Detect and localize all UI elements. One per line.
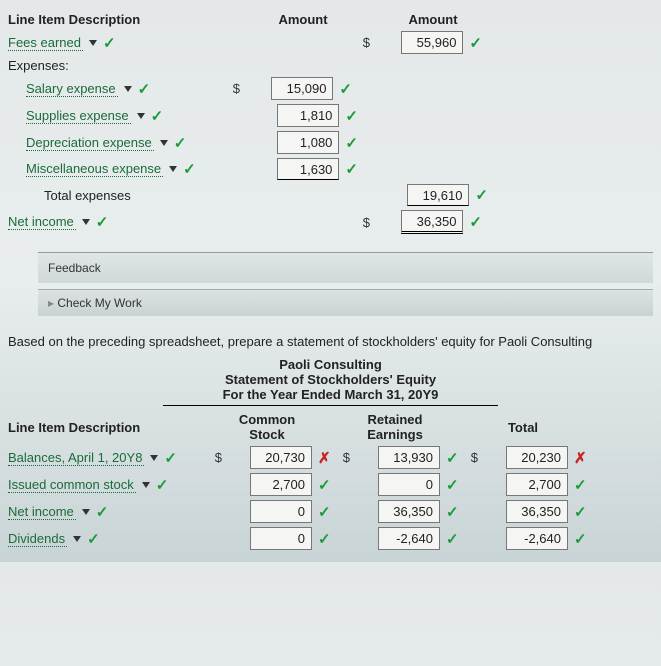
balances-common-input[interactable]: 20,730 xyxy=(250,446,312,469)
div-total-input[interactable]: -2,640 xyxy=(506,527,568,550)
net-income-select[interactable]: Net income xyxy=(8,214,76,230)
check-icon: ✓ xyxy=(96,213,109,231)
misc-select[interactable]: Miscellaneous expense xyxy=(26,161,163,177)
div-common-input[interactable]: 0 xyxy=(250,527,312,550)
total-expenses-row: Total expenses 19,610 ✓ xyxy=(8,184,653,206)
check-icon: ✓ xyxy=(156,476,169,494)
depreciation-input[interactable]: 1,080 xyxy=(277,131,339,154)
check-icon: ✓ xyxy=(138,80,151,98)
cross-icon: ✗ xyxy=(318,450,331,467)
chevron-down-icon[interactable] xyxy=(142,482,150,488)
salary-input[interactable]: 15,090 xyxy=(271,77,333,100)
check-icon: ✓ xyxy=(339,80,352,98)
check-icon: ✓ xyxy=(469,213,482,231)
eq-header-common: Common Stock xyxy=(222,412,312,442)
equity-header-row: Line Item Description Common Stock Retai… xyxy=(8,412,653,442)
header-amount2: Amount xyxy=(378,12,488,27)
expenses-label-row: Expenses: xyxy=(8,58,653,73)
check-icon: ✓ xyxy=(574,504,587,521)
check-icon: ✓ xyxy=(183,160,196,178)
check-icon: ✓ xyxy=(574,477,587,494)
balances-select[interactable]: Balances, April 1, 20Y8 xyxy=(8,450,144,466)
title-statement: Statement of Stockholders' Equity xyxy=(8,372,653,387)
chevron-down-icon[interactable] xyxy=(82,509,90,515)
check-icon: ✓ xyxy=(318,531,331,548)
title-period: For the Year Ended March 31, 20Y9 xyxy=(163,387,499,406)
check-icon: ✓ xyxy=(446,531,459,548)
title-company: Paoli Consulting xyxy=(8,357,653,372)
depreciation-row: Depreciation expense ✓ 1,080 ✓ xyxy=(8,131,653,154)
total-expenses-label: Total expenses xyxy=(8,188,228,203)
supplies-row: Supplies expense ✓ 1,810 ✓ xyxy=(8,104,653,127)
issued-common-input[interactable]: 2,700 xyxy=(250,473,312,496)
check-icon: ✓ xyxy=(345,107,358,125)
top-header-row: Line Item Description Amount Amount xyxy=(8,12,653,27)
check-icon: ✓ xyxy=(345,134,358,152)
check-icon: ✓ xyxy=(446,450,459,467)
balances-total-input[interactable]: 20,230 xyxy=(506,446,568,469)
check-my-work-label: Check My Work xyxy=(57,296,141,310)
check-my-work-button[interactable]: ▸ Check My Work xyxy=(38,289,653,316)
instruction-text: Based on the preceding spreadsheet, prep… xyxy=(8,334,653,349)
chevron-down-icon[interactable] xyxy=(89,40,97,46)
cross-icon: ✗ xyxy=(574,450,587,467)
fees-earned-select[interactable]: Fees earned xyxy=(8,35,83,51)
balances-row: Balances, April 1, 20Y8 ✓ $ 20,730 ✗ $ 1… xyxy=(8,446,653,469)
fees-earned-input[interactable]: 55,960 xyxy=(401,31,463,54)
issued-select[interactable]: Issued common stock xyxy=(8,477,136,493)
misc-row: Miscellaneous expense ✓ 1,630 ✓ xyxy=(8,158,653,180)
ni-common-input[interactable]: 0 xyxy=(250,500,312,523)
ni-row: Net income ✓ 0 ✓ 36,350 ✓ 36,350 ✓ xyxy=(8,500,653,523)
check-icon: ✓ xyxy=(574,531,587,548)
statement-title: Paoli Consulting Statement of Stockholde… xyxy=(8,357,653,406)
misc-input[interactable]: 1,630 xyxy=(277,158,339,180)
chevron-down-icon[interactable] xyxy=(160,140,168,146)
total-expenses-input[interactable]: 19,610 xyxy=(407,184,469,206)
check-icon: ✓ xyxy=(469,34,482,52)
chevron-down-icon[interactable] xyxy=(150,455,158,461)
balances-retained-input[interactable]: 13,930 xyxy=(378,446,440,469)
check-icon: ✓ xyxy=(318,504,331,521)
ni-total-input[interactable]: 36,350 xyxy=(506,500,568,523)
depreciation-select[interactable]: Depreciation expense xyxy=(26,135,154,151)
eq-header-total: Total xyxy=(478,420,568,435)
check-icon: ✓ xyxy=(164,449,177,467)
check-icon: ✓ xyxy=(446,504,459,521)
net-income-input[interactable]: 36,350 xyxy=(401,210,463,234)
check-icon: ✓ xyxy=(151,107,164,125)
chevron-down-icon[interactable] xyxy=(137,113,145,119)
expenses-label: Expenses: xyxy=(8,58,228,73)
check-icon: ✓ xyxy=(174,134,187,152)
dividends-row: Dividends ✓ 0 ✓ -2,640 ✓ -2,640 ✓ xyxy=(8,527,653,550)
dividends-select[interactable]: Dividends xyxy=(8,531,67,547)
header-amount1: Amount xyxy=(248,12,358,27)
check-icon: ✓ xyxy=(96,503,109,521)
div-retained-input[interactable]: -2,640 xyxy=(378,527,440,550)
supplies-select[interactable]: Supplies expense xyxy=(26,108,131,124)
issued-retained-input[interactable]: 0 xyxy=(378,473,440,496)
eq-header-retained: Retained Earnings xyxy=(350,412,440,442)
header-desc: Line Item Description xyxy=(8,12,228,27)
eq-header-desc: Line Item Description xyxy=(8,420,208,435)
salary-select[interactable]: Salary expense xyxy=(26,81,118,97)
check-icon: ✓ xyxy=(87,530,100,548)
check-icon: ✓ xyxy=(446,477,459,494)
check-icon: ✓ xyxy=(345,160,358,178)
chevron-down-icon[interactable] xyxy=(169,166,177,172)
issued-total-input[interactable]: 2,700 xyxy=(506,473,568,496)
check-icon: ✓ xyxy=(103,34,116,52)
ni-retained-input[interactable]: 36,350 xyxy=(378,500,440,523)
chevron-down-icon[interactable] xyxy=(124,86,132,92)
check-icon: ✓ xyxy=(318,477,331,494)
check-icon: ✓ xyxy=(475,186,488,204)
supplies-input[interactable]: 1,810 xyxy=(277,104,339,127)
salary-row: Salary expense ✓ $ 15,090 ✓ xyxy=(8,77,653,100)
feedback-panel: Feedback xyxy=(38,252,653,283)
chevron-down-icon[interactable] xyxy=(82,219,90,225)
ni-select[interactable]: Net income xyxy=(8,504,76,520)
chevron-down-icon[interactable] xyxy=(73,536,81,542)
net-income-row: Net income ✓ $ 36,350 ✓ xyxy=(8,210,653,234)
issued-row: Issued common stock ✓ 2,700 ✓ 0 ✓ 2,700 … xyxy=(8,473,653,496)
fees-earned-row: Fees earned ✓ $ 55,960 ✓ xyxy=(8,31,653,54)
